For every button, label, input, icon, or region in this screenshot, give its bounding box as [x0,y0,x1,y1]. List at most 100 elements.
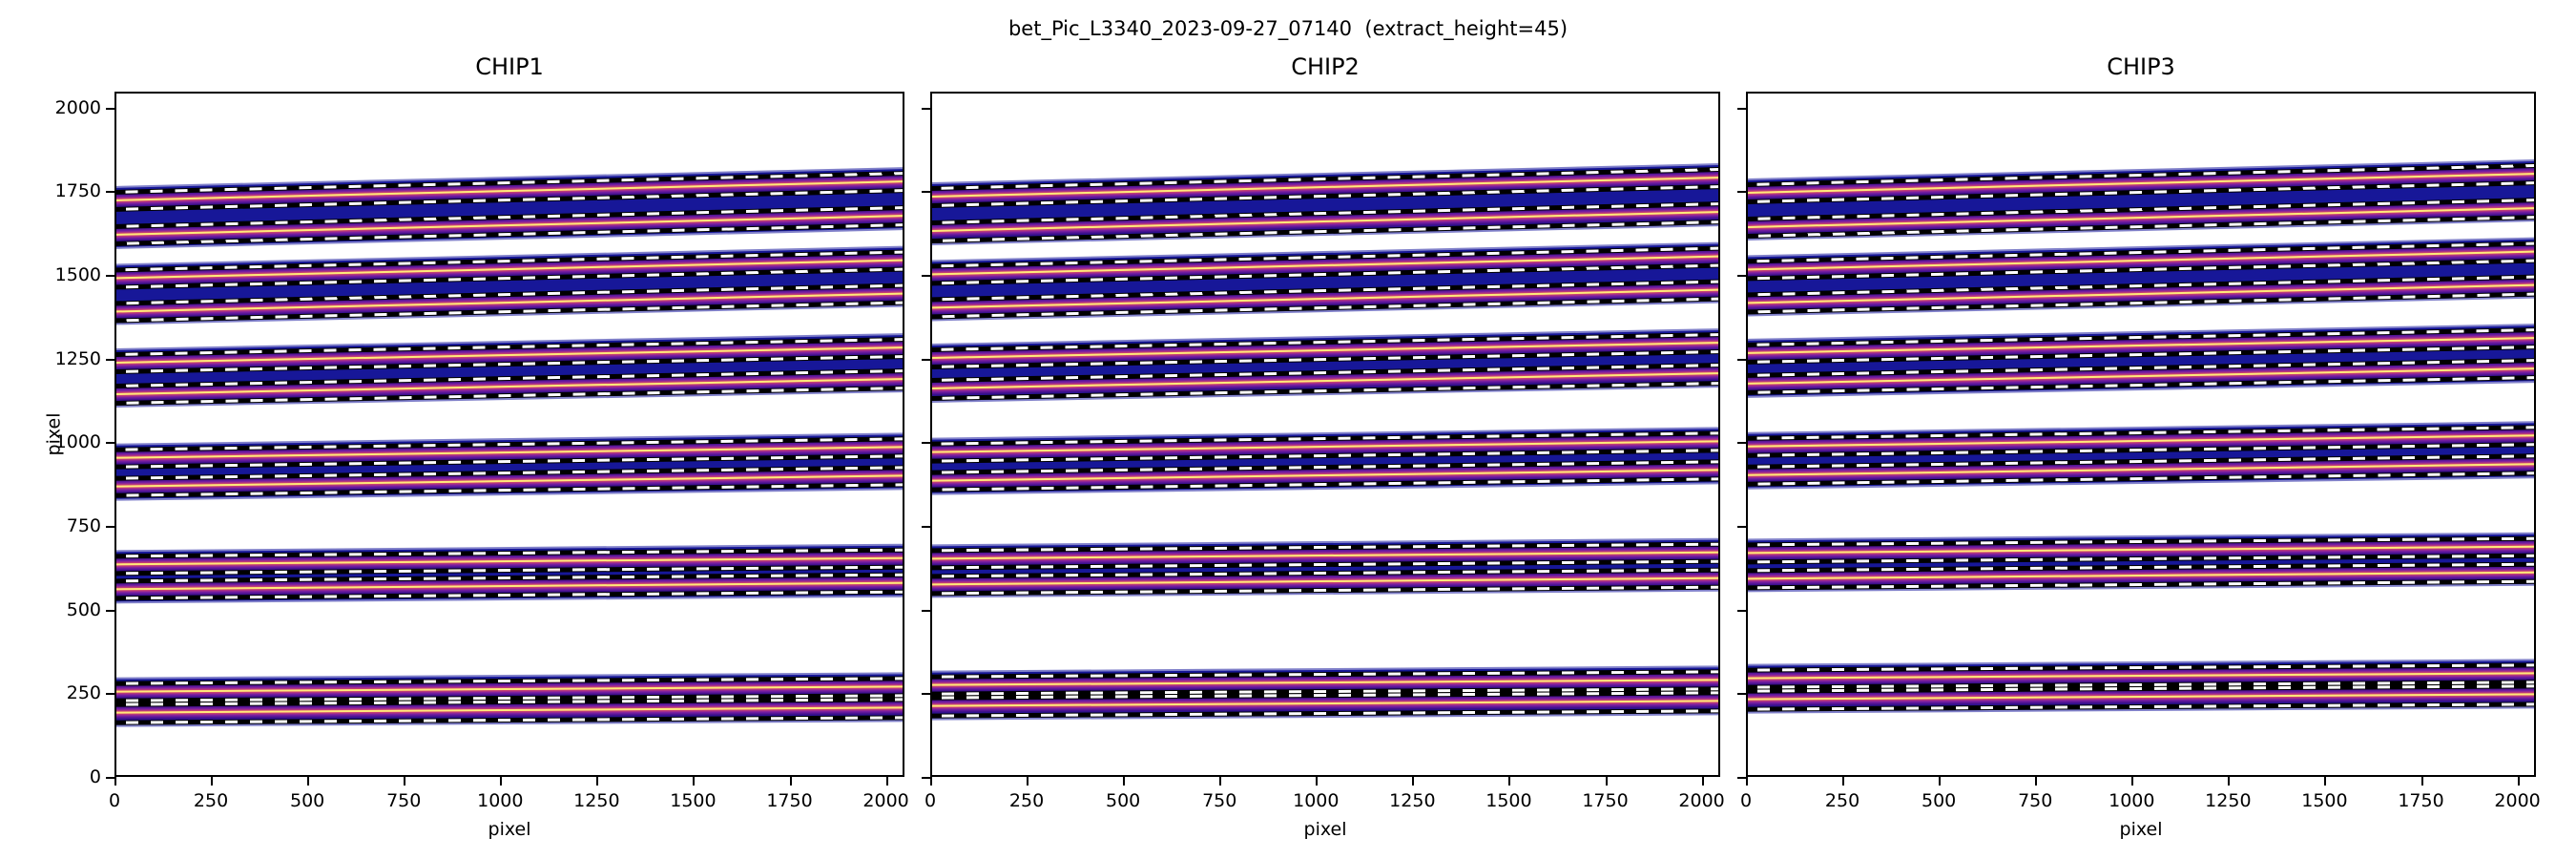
y-axis-tick-label: 750 [66,515,101,537]
x-axis-label: pixel [1303,819,1347,840]
spectral-band-group [1748,238,2534,315]
y-axis-tick [1737,693,1746,696]
x-axis-tick-label: 500 [290,790,325,811]
y-axis-tick [106,107,114,110]
panel-title-chip2: CHIP2 [1291,53,1360,80]
plot-area-chip2[interactable] [930,92,1720,777]
x-axis-tick-label: 1000 [1293,790,1340,811]
y-axis-tick [106,609,114,612]
y-axis-tick [1737,275,1746,278]
trace-core-line [932,700,1718,707]
y-axis-tick [922,275,930,278]
x-axis-tick [1508,777,1511,786]
x-axis-tick-label: 0 [108,790,121,811]
trace-core-line [116,582,903,592]
x-axis-tick [2324,777,2327,786]
y-axis-tick [922,777,930,779]
y-axis-tick [1737,442,1746,445]
spectral-band-group [932,242,1718,320]
y-axis-tick [922,526,930,529]
x-axis-tick-label: 1500 [2301,790,2348,811]
x-axis-tick [211,777,214,786]
x-axis-tick [1746,777,1748,786]
x-axis-tick-label: 1750 [766,790,813,811]
y-axis-tick [106,275,114,278]
panel-chip3: CHIP3 0 250 500 750 1000 1250 1500 1750 2000 pixel [1737,53,2541,840]
x-axis-tick-label: 0 [924,790,937,811]
y-axis-tick [106,777,114,779]
y-axis-tick [106,693,114,696]
spectral-band-group [932,429,1718,494]
x-axis-tick [693,777,696,786]
x-axis-tick [2131,777,2134,786]
x-axis-tick [930,777,932,786]
y-axis-tick-label: 1500 [54,264,101,286]
x-axis-tick-label: 1500 [1485,790,1532,811]
y-axis-tick [106,442,114,445]
x-axis-tick-label: 2000 [862,790,909,811]
plot-area-chip1[interactable] [114,92,904,777]
spectral-band-group [116,169,903,248]
y-axis-tick [106,358,114,361]
x-axis-tick [1701,777,1704,786]
y-axis-tick-label: 0 [89,766,101,787]
spectral-band-group [932,164,1718,244]
x-axis-tick [789,777,792,786]
panel-chip2: CHIP2 0 250 500 750 1000 1250 1500 1750 2000 pixel [922,53,1725,840]
x-axis-tick [1939,777,1942,786]
y-axis-tick-label: 1250 [54,347,101,369]
panel-title-chip3: CHIP3 [2107,53,2175,80]
y-axis-tick [922,442,930,445]
y-axis-tick [922,693,930,696]
x-axis-tick-label: 750 [1202,790,1237,811]
x-axis-tick-label: 250 [1824,790,1860,811]
x-axis-label: pixel [488,819,531,840]
spectral-band-group [932,666,1718,719]
x-axis-tick-label: 500 [1922,790,1957,811]
x-axis-tick [1123,777,1126,786]
spectral-band-group [116,246,903,324]
x-axis-tick-label: 750 [2018,790,2053,811]
trace-core-line [1748,671,2534,680]
y-axis-tick [922,191,930,194]
trace-core-line [932,551,1718,560]
x-axis-tick-label: 1000 [2109,790,2155,811]
x-axis-tick-label: 500 [1106,790,1141,811]
x-axis-tick [1412,777,1415,786]
trace-core-line [1748,693,2534,701]
y-axis-tick-label: 500 [66,598,101,620]
panel-chip1: CHIP1 0 250 500 750 1000 1250 1500 1750 2000 0 250 5… [43,53,908,840]
x-axis-tick-label: 1750 [1582,790,1629,811]
x-axis-tick [404,777,406,786]
x-axis-tick [500,777,503,786]
y-axis-tick [922,609,930,612]
x-axis-tick-label: 250 [1008,790,1045,811]
y-axis-tick-label: 2000 [54,96,101,118]
y-axis-tick [922,107,930,110]
spectral-band-group [1748,423,2534,488]
trace-core-line [1748,571,2534,579]
x-axis-tick [114,777,116,786]
spectral-band-group [1748,325,2534,396]
plot-area-chip3[interactable] [1746,92,2536,777]
spectral-band-group [116,673,903,725]
y-axis-tick [1737,358,1746,361]
spectral-band-group [1748,660,2534,712]
x-axis-tick [1842,777,1845,786]
y-axis-tick [1737,107,1746,110]
y-axis-tick [106,526,114,529]
spectral-band-group [1748,534,2534,591]
trace-core-line [1748,545,2534,554]
trace-core-line [116,706,903,714]
x-axis-label: pixel [2119,819,2163,840]
y-axis-tick [106,191,114,194]
x-axis-tick-label: 250 [193,790,229,811]
x-axis-tick-label: 1500 [670,790,717,811]
x-axis-tick-label: 0 [1739,790,1753,811]
y-axis-tick [1737,777,1746,779]
x-axis-tick [885,777,888,786]
x-axis-tick [1027,777,1029,786]
spectral-band-group [1748,160,2534,240]
y-axis-tick-label: 1000 [54,431,101,453]
